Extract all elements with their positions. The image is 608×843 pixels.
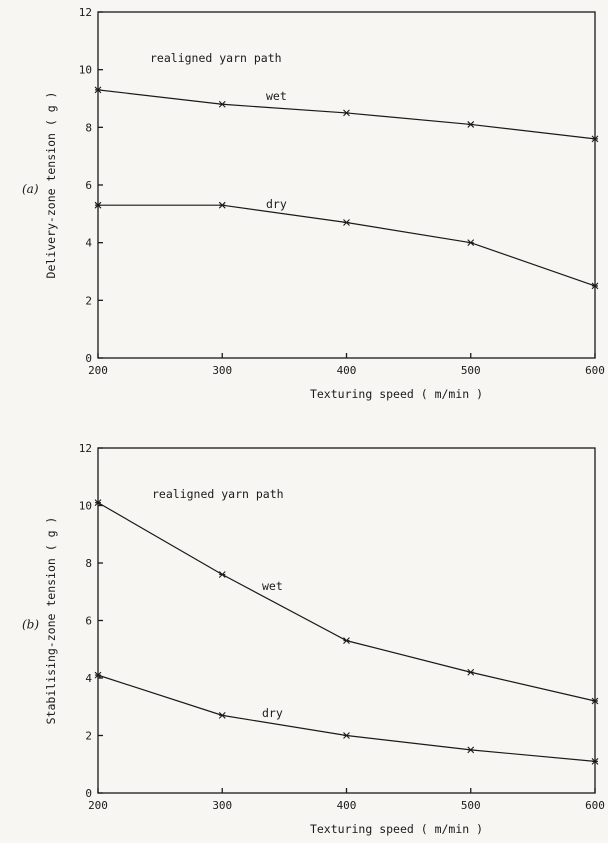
data-point-wet [218,571,226,578]
data-point-dry [218,711,226,719]
data-point-wet [94,499,102,507]
series-line-wet [97,502,596,702]
data-point-wet [343,637,350,645]
x-tick-label: 500 [461,799,481,812]
y-axis-label: Stabilising-zone tension ( g ) [44,517,58,725]
data-point-wet [94,86,102,94]
x-tick-label: 500 [461,364,481,377]
data-point-dry [467,746,475,754]
y-tick-label: 6 [85,179,92,192]
y-tick-label: 0 [85,787,92,800]
x-tick-label: 200 [88,799,108,812]
chart-panel-2: 0 2 4 6 8 10 12 200 300 400 500 600 Texturing speed … [22,442,605,836]
series-line-dry [98,204,596,287]
x-tick-label: 200 [88,364,108,377]
series-label-wet: wet [266,89,287,103]
x-axis-label: Texturing speed ( m/min ) [310,387,483,401]
x-tick-label: 400 [337,799,357,812]
y-tick-label: 0 [85,352,92,365]
data-point-dry [94,201,102,209]
plot-annotation: realigned yarn path [152,487,284,501]
series-line-dry [97,674,596,762]
data-point-wet [591,697,599,705]
y-tick-label: 4 [85,672,92,685]
y-tick-label: 8 [85,557,92,570]
data-point-dry [218,201,226,209]
data-point-dry [591,757,599,765]
data-point-wet [467,668,475,676]
data-point-wet [343,109,350,117]
series-label-dry: dry [262,706,283,720]
y-tick-label: 2 [85,294,92,307]
chart-panel-1: 0 2 4 6 8 10 12 200 300 400 500 600 Texturing speed … [22,6,605,401]
data-point-dry [591,282,599,290]
x-tick-label: 300 [212,364,232,377]
data-point-dry [467,239,475,247]
panel-label: (a) [22,182,39,196]
y-axis-label: Delivery-zone tension ( g ) [44,92,58,279]
series-label-dry: dry [266,197,287,211]
data-point-wet [467,121,475,128]
y-tick-label: 2 [85,730,92,743]
x-tick-label: 300 [212,799,232,812]
x-tick-label: 600 [585,799,605,812]
x-tick-label: 600 [585,364,605,377]
data-point-wet [591,135,599,143]
y-tick-label: 12 [79,6,92,19]
y-tick-label: 12 [79,442,92,455]
y-tick-label: 10 [79,500,92,513]
series-label-wet: wet [262,579,283,593]
y-tick-label: 4 [85,237,92,250]
y-tick-label: 8 [85,121,92,134]
panel-label: (b) [22,618,39,632]
y-tick-label: 6 [85,615,92,628]
data-point-dry [94,671,102,679]
y-tick-label: 10 [79,64,92,77]
x-tick-label: 400 [337,364,357,377]
plot-annotation: realigned yarn path [150,51,282,65]
x-axis-label: Texturing speed ( m/min ) [310,822,483,836]
series-line-wet [97,89,596,140]
data-point-dry [343,732,350,739]
data-point-wet [218,100,226,108]
data-point-dry [343,219,350,226]
